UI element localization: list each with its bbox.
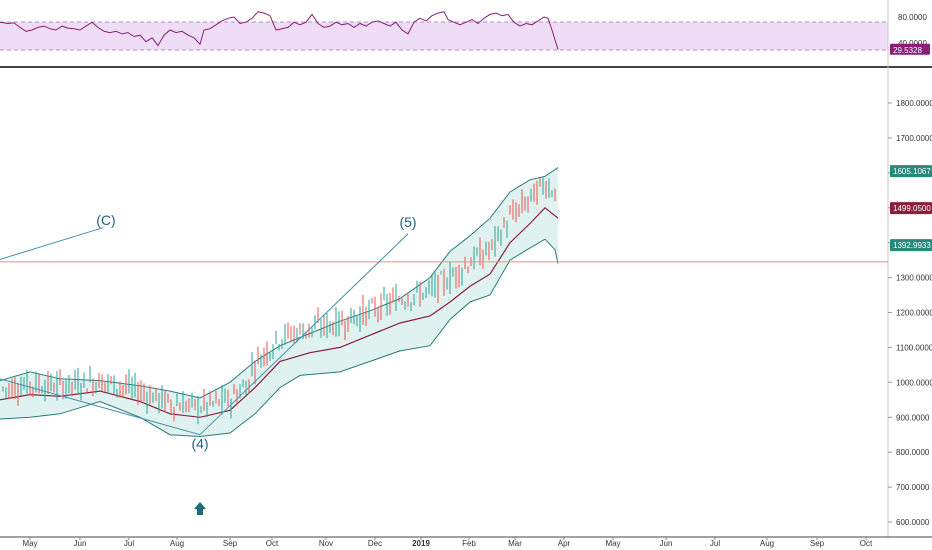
price-badge [890,165,932,178]
x-tick-label: May [22,539,37,548]
x-tick-label: Oct [266,539,279,548]
rsi-value-label: 29.5328 [893,46,922,55]
x-tick-label: May [605,539,620,548]
x-tick-label: Sep [810,539,825,548]
wave-label: (C) [96,212,115,228]
x-tick-label: Oct [860,539,873,548]
price-panel: (C)(5)(4)1800.00001700.00001600.00001500… [0,99,932,527]
price-tick-label: 800.0000 [896,448,930,457]
x-tick-label: Mar [508,539,522,548]
rsi-line [0,11,559,50]
price-tick-label: 900.0000 [896,413,930,422]
price-tick-label: 1000.0000 [896,378,932,387]
price-badge-label: 1605.1067 [893,167,931,176]
price-badge-label: 1392.9933 [893,241,931,250]
price-tick-label: 700.0000 [896,483,930,492]
up-arrow-icon [194,502,206,515]
price-badge [890,239,932,252]
x-tick-label: Dec [368,539,382,548]
price-tick-label: 1800.0000 [896,99,932,108]
bollinger-lower [0,238,559,438]
x-tick-label: Nov [319,539,333,548]
x-tick-label: Aug [170,539,184,548]
price-tick-label: 600.0000 [896,518,930,527]
trend-line [0,378,201,436]
price-tick-label: 1700.0000 [896,134,932,143]
rsi-value-badge [890,43,930,55]
x-tick-label: Feb [462,539,476,548]
wave-label: (4) [191,436,208,452]
candles [2,177,556,425]
x-tick-label: Jun [74,539,87,548]
x-tick-label: Jul [710,539,720,548]
trend-line [199,233,409,436]
trend-line [0,227,104,260]
x-tick-label: 2019 [412,539,430,548]
rsi-band [0,22,888,50]
x-tick-label: Aug [760,539,774,548]
bollinger-fill [0,167,558,437]
rsi-tick-label: 40.0000 [898,39,927,48]
x-tick-label: Jul [124,539,134,548]
price-badge [890,202,932,215]
price-tick-label: 1200.0000 [896,309,932,318]
price-badge-label: 1499.0500 [893,204,931,213]
x-tick-label: Sep [223,539,238,548]
rsi-tick-label: 80.0000 [898,13,927,22]
price-tick-label: 1300.0000 [896,274,932,283]
x-tick-label: Apr [558,539,571,548]
x-tick-label: Jun [660,539,673,548]
price-tick-label: 1100.0000 [896,343,932,352]
wave-label: (5) [399,214,416,230]
